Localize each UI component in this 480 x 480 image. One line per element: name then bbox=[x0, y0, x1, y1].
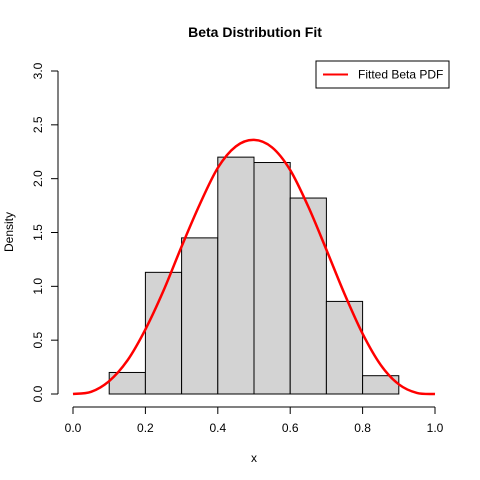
y-tick-label: 0.5 bbox=[31, 332, 45, 349]
x-tick-label: 1.0 bbox=[427, 421, 444, 435]
x-axis-label: x bbox=[251, 451, 257, 465]
x-axis: 0.0 0.2 0.4 0.6 0.8 1.0 bbox=[65, 406, 444, 435]
histogram-bars bbox=[108, 156, 400, 395]
y-tick-label: 2.5 bbox=[31, 116, 45, 133]
y-tick-label: 0.0 bbox=[31, 385, 45, 402]
y-tick-label: 1.0 bbox=[31, 278, 45, 295]
fitted-line-layer bbox=[72, 138, 436, 396]
histogram-bar bbox=[217, 156, 255, 395]
y-tick-label: 3.0 bbox=[31, 62, 45, 79]
y-tick-label: 1.5 bbox=[31, 224, 45, 241]
x-tick-label: 0.4 bbox=[209, 421, 226, 435]
y-axis: 0.0 0.5 1.0 1.5 2.0 2.5 3.0 bbox=[31, 62, 59, 402]
legend-label: Fitted Beta PDF bbox=[358, 68, 443, 82]
y-axis-label: Density bbox=[2, 212, 16, 252]
histogram-bar bbox=[325, 300, 364, 395]
x-tick-label: 0.0 bbox=[65, 421, 82, 435]
x-tick-label: 0.2 bbox=[137, 421, 154, 435]
y-tick-label: 2.0 bbox=[31, 170, 45, 187]
histogram-bar bbox=[253, 162, 291, 395]
fitted-beta-pdf-line bbox=[72, 138, 436, 396]
histogram-bar bbox=[289, 197, 327, 395]
histogram-bar bbox=[181, 237, 219, 395]
x-tick-label: 0.6 bbox=[282, 421, 299, 435]
chart-title: Beta Distribution Fit bbox=[188, 24, 322, 40]
x-tick-label: 0.8 bbox=[354, 421, 371, 435]
legend: Fitted Beta PDF bbox=[315, 60, 450, 89]
